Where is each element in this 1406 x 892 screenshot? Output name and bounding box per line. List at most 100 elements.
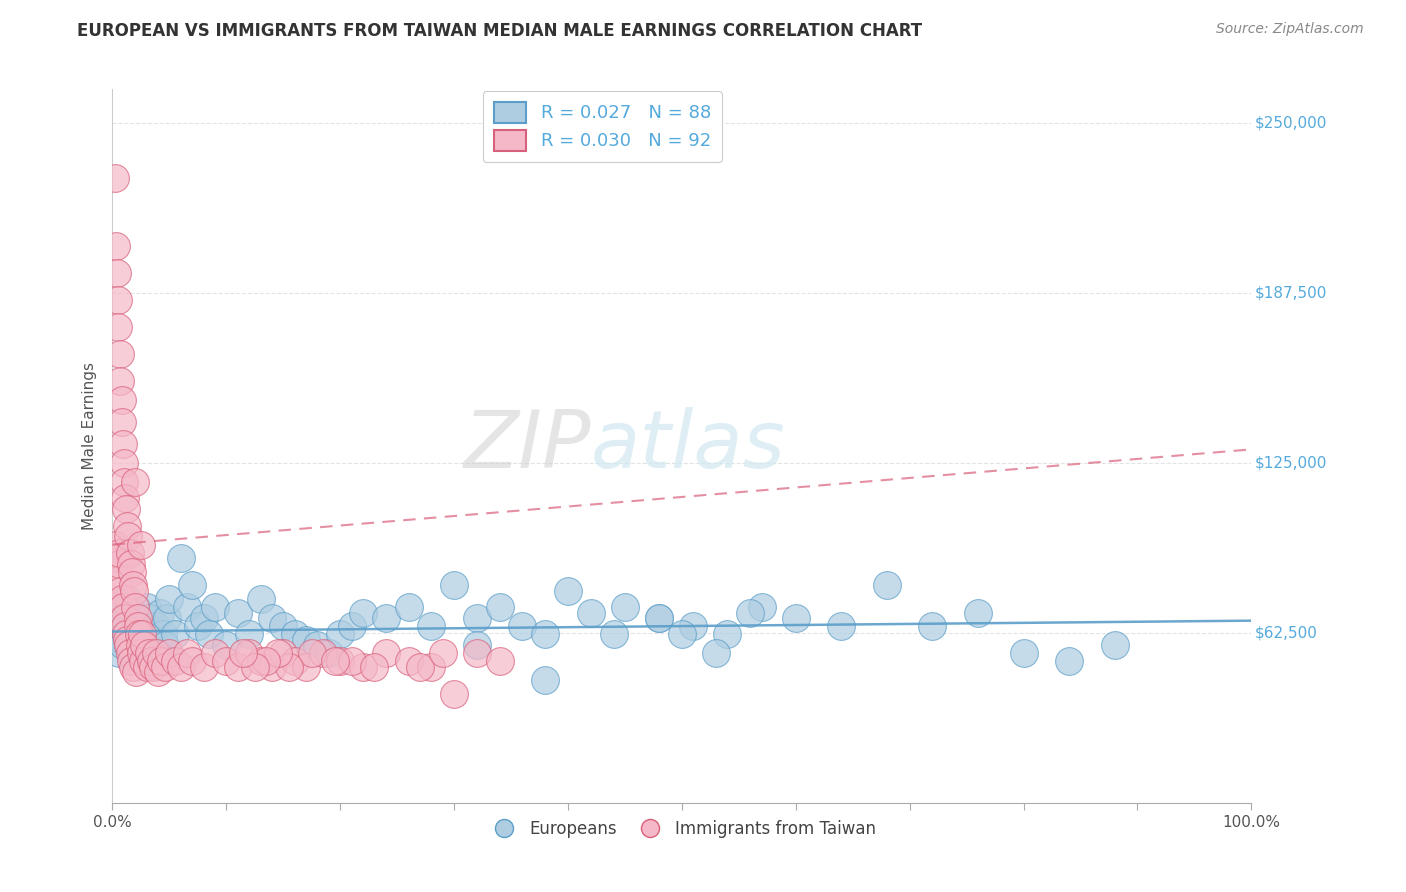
- Point: [111, 600, 134, 615]
- Text: $62,500: $62,500: [1254, 625, 1317, 640]
- Text: EUROPEAN VS IMMIGRANTS FROM TAIWAN MEDIAN MALE EARNINGS CORRELATION CHART: EUROPEAN VS IMMIGRANTS FROM TAIWAN MEDIA…: [77, 22, 922, 40]
- Point: [120, 557, 142, 571]
- Point: [134, 619, 156, 633]
- Point: [121, 632, 143, 647]
- Point: [122, 646, 145, 660]
- Point: [118, 546, 141, 560]
- Point: [238, 646, 260, 660]
- Point: [176, 646, 198, 660]
- Point: [145, 646, 167, 660]
- Point: [318, 646, 340, 660]
- Point: [260, 660, 283, 674]
- Point: [117, 638, 139, 652]
- Point: [352, 660, 374, 674]
- Point: [312, 646, 335, 660]
- Point: [110, 347, 132, 361]
- Point: [135, 660, 157, 674]
- Point: [114, 619, 136, 633]
- Point: [125, 600, 148, 615]
- Point: [124, 475, 146, 489]
- Point: [105, 551, 128, 566]
- Point: [363, 660, 385, 674]
- Point: [226, 606, 249, 620]
- Point: [465, 611, 488, 625]
- Point: [125, 665, 148, 680]
- Point: [204, 646, 226, 660]
- Point: [170, 660, 193, 674]
- Point: [107, 320, 129, 334]
- Point: [534, 673, 557, 688]
- Point: [488, 655, 510, 669]
- Point: [110, 591, 132, 606]
- Point: [671, 627, 693, 641]
- Point: [204, 600, 226, 615]
- Point: [1104, 638, 1126, 652]
- Point: [232, 646, 254, 660]
- Point: [340, 619, 363, 633]
- Point: [112, 456, 135, 470]
- Point: [127, 619, 149, 633]
- Point: [648, 611, 671, 625]
- Point: [249, 591, 271, 606]
- Point: [181, 655, 204, 669]
- Point: [107, 293, 129, 307]
- Point: [115, 627, 138, 641]
- Point: [156, 611, 179, 625]
- Point: [165, 627, 187, 641]
- Point: [198, 627, 221, 641]
- Point: [142, 660, 165, 674]
- Legend: Europeans, Immigrants from Taiwan: Europeans, Immigrants from Taiwan: [481, 814, 883, 845]
- Point: [443, 687, 465, 701]
- Point: [176, 600, 198, 615]
- Point: [153, 660, 176, 674]
- Point: [488, 600, 510, 615]
- Point: [352, 606, 374, 620]
- Point: [141, 627, 163, 641]
- Point: [110, 393, 132, 408]
- Point: [115, 502, 138, 516]
- Point: [149, 606, 172, 620]
- Point: [138, 611, 160, 625]
- Point: [215, 655, 238, 669]
- Point: [181, 578, 204, 592]
- Point: [170, 551, 193, 566]
- Point: [141, 655, 163, 669]
- Point: [118, 646, 141, 660]
- Point: [129, 646, 152, 660]
- Point: [284, 655, 307, 669]
- Point: [112, 619, 135, 633]
- Point: [409, 660, 432, 674]
- Point: [122, 583, 145, 598]
- Point: [150, 655, 173, 669]
- Point: [122, 578, 145, 592]
- Point: [278, 660, 301, 674]
- Point: [110, 415, 132, 429]
- Point: [104, 170, 127, 185]
- Point: [129, 646, 152, 660]
- Point: [120, 655, 142, 669]
- Point: [967, 606, 990, 620]
- Point: [118, 606, 141, 620]
- Point: [120, 619, 142, 633]
- Point: [105, 266, 128, 280]
- Point: [122, 660, 145, 674]
- Point: [271, 646, 295, 660]
- Point: [132, 655, 155, 669]
- Point: [110, 632, 132, 647]
- Point: [284, 627, 307, 641]
- Point: [128, 622, 150, 636]
- Point: [104, 537, 127, 551]
- Point: [329, 655, 352, 669]
- Point: [146, 646, 169, 660]
- Point: [121, 565, 143, 579]
- Point: [648, 611, 671, 625]
- Point: [134, 638, 156, 652]
- Point: [465, 638, 488, 652]
- Point: [111, 437, 134, 451]
- Point: [117, 591, 139, 606]
- Point: [145, 619, 167, 633]
- Point: [124, 611, 146, 625]
- Point: [112, 611, 135, 625]
- Point: [830, 619, 852, 633]
- Point: [534, 627, 557, 641]
